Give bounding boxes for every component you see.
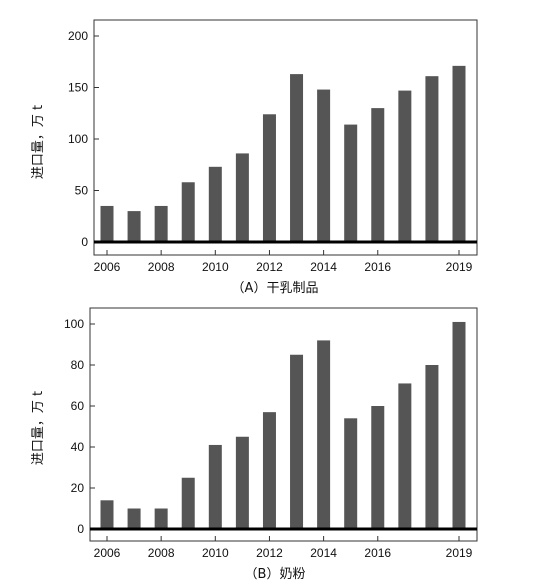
bar-2019 [452,65,466,243]
y-tick-label: 0 [77,522,84,536]
bar-2011 [235,436,249,529]
x-tick-label: 2006 [94,546,121,560]
bar-2014 [317,89,331,242]
bar-2016 [371,108,385,242]
plot-frame [89,307,478,542]
bar-2010 [208,166,222,242]
bar-2019 [452,321,466,529]
y-tick-label: 100 [64,317,84,331]
bar-2012 [262,114,276,242]
bar-2016 [371,406,385,529]
bar-2015 [344,418,358,529]
y-tick-label: 100 [68,132,88,146]
bar-2009 [181,182,195,242]
bar-2015 [344,124,358,242]
panel-b-milk-powder: 0 20 40 60 80 100 2006 2008 2010 2012 2014 2016 2019… [31,307,478,582]
x-tick-label: 2010 [202,260,229,274]
x-tick-label: 2008 [148,260,175,274]
bar-2006 [100,500,114,529]
x-tick-label: 2012 [256,546,283,560]
panel-caption: （A）干乳制品 [232,281,319,296]
y-tick-label: 20 [71,481,85,495]
plot-frame [93,19,478,256]
bar-2010 [208,444,222,529]
y-tick-label: 50 [75,184,89,198]
bar-2007 [127,211,141,242]
bar-2013 [290,74,304,242]
bar-2006 [100,205,114,242]
bar-2014 [317,340,331,529]
y-tick-label: 0 [81,235,88,249]
bar-2017 [398,90,412,242]
y-tick-label: 150 [68,81,88,95]
x-tick-label: 2019 [446,260,473,274]
bar-2009 [181,477,195,529]
bar-2018 [425,76,439,242]
x-tick-label: 2012 [256,260,283,274]
x-tick-label: 2010 [202,546,229,560]
y-axis-title: 进口量，万 t [31,105,46,179]
x-tick-label: 2014 [310,260,337,274]
bar-2012 [262,412,276,529]
x-tick-label: 2014 [310,546,337,560]
y-tick-label: 80 [71,358,85,372]
bar-2007 [127,508,141,529]
x-tick-label: 2006 [94,260,121,274]
bar-2008 [154,508,168,529]
panel-a-dry-dairy: 0 50 100 150 200 2006 2008 2010 2012 2014 2016 2019… [31,19,478,296]
x-tick-label: 2016 [364,260,391,274]
y-axis-title: 进口量，万 t [31,391,46,465]
bar-2008 [154,205,168,242]
y-tick-label: 200 [68,29,88,43]
x-tick-label: 2019 [446,546,473,560]
panel-caption: （B）奶粉 [245,567,306,582]
x-tick-label: 2016 [364,546,391,560]
y-tick-label: 40 [71,440,85,454]
bar-2013 [290,354,304,529]
bar-2018 [425,365,439,529]
y-tick-label: 60 [71,399,85,413]
x-tick-label: 2008 [148,546,175,560]
bar-2017 [398,383,412,529]
bar-2011 [235,153,249,242]
